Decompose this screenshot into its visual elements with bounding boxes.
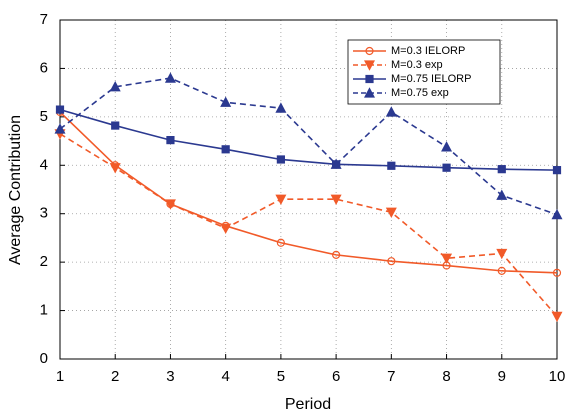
marker [385, 207, 397, 219]
marker [111, 121, 120, 130]
marker [275, 102, 287, 113]
marker [387, 257, 396, 266]
x-tick-label: 10 [549, 368, 566, 385]
marker [551, 208, 563, 220]
marker [164, 72, 176, 83]
x-tick-label: 9 [498, 368, 506, 385]
x-tick-label: 1 [56, 368, 64, 385]
y-tick-label: 4 [40, 156, 48, 173]
marker [441, 253, 453, 265]
marker [552, 166, 562, 175]
marker [552, 268, 562, 277]
x-tick-label: 6 [332, 368, 340, 385]
marker [365, 74, 374, 84]
marker [497, 165, 506, 174]
marker [364, 87, 375, 98]
y-tick-label: 0 [40, 350, 48, 367]
marker [164, 199, 176, 210]
marker [497, 266, 506, 275]
marker [330, 194, 342, 205]
marker [221, 145, 230, 154]
plot-frame [59, 19, 558, 360]
marker [365, 46, 374, 56]
series-line [59, 111, 558, 274]
y-axis-label: Average Contribution [7, 115, 24, 265]
y-tick-label: 6 [40, 59, 48, 76]
marker [551, 311, 563, 323]
marker [385, 106, 397, 117]
x-tick-label: 3 [166, 368, 174, 385]
marker [220, 223, 232, 235]
y-tick-label: 2 [40, 253, 48, 270]
legend-label: M=0.3 IELORP [391, 45, 465, 57]
y-tick-label: 3 [40, 205, 48, 222]
marker [54, 123, 66, 134]
x-tick-label: 2 [111, 368, 119, 385]
marker [364, 60, 375, 71]
marker [441, 141, 453, 152]
marker [442, 163, 451, 172]
marker [220, 96, 232, 107]
marker [55, 105, 65, 114]
marker [109, 81, 121, 92]
marker [276, 238, 285, 247]
legend: M=0.3 IELORP M=0.3 exp M=0.75 IELORP M=0.75… [347, 39, 501, 105]
marker [276, 155, 285, 164]
x-tick-label: 5 [277, 368, 285, 385]
series-line [59, 133, 558, 317]
y-tick-label: 5 [40, 108, 48, 125]
y-tick-label: 1 [40, 302, 48, 319]
marker [496, 189, 508, 200]
marker [496, 248, 508, 260]
x-tick-label: 8 [442, 368, 450, 385]
marker [109, 163, 121, 174]
marker [332, 250, 341, 259]
marker [387, 161, 396, 170]
legend-label: M=0.75 exp [391, 87, 449, 99]
x-axis-label: Period [285, 396, 331, 413]
marker [275, 194, 287, 205]
y-tick-label: 7 [40, 11, 48, 28]
series-line [59, 77, 558, 216]
x-tick-label: 4 [221, 368, 229, 385]
x-tick-label: 7 [387, 368, 395, 385]
legend-label: M=0.3 exp [391, 59, 443, 71]
marker [166, 136, 175, 145]
marker [330, 158, 342, 169]
legend-label: M=0.75 IELORP [391, 73, 471, 85]
series-line [59, 108, 558, 171]
